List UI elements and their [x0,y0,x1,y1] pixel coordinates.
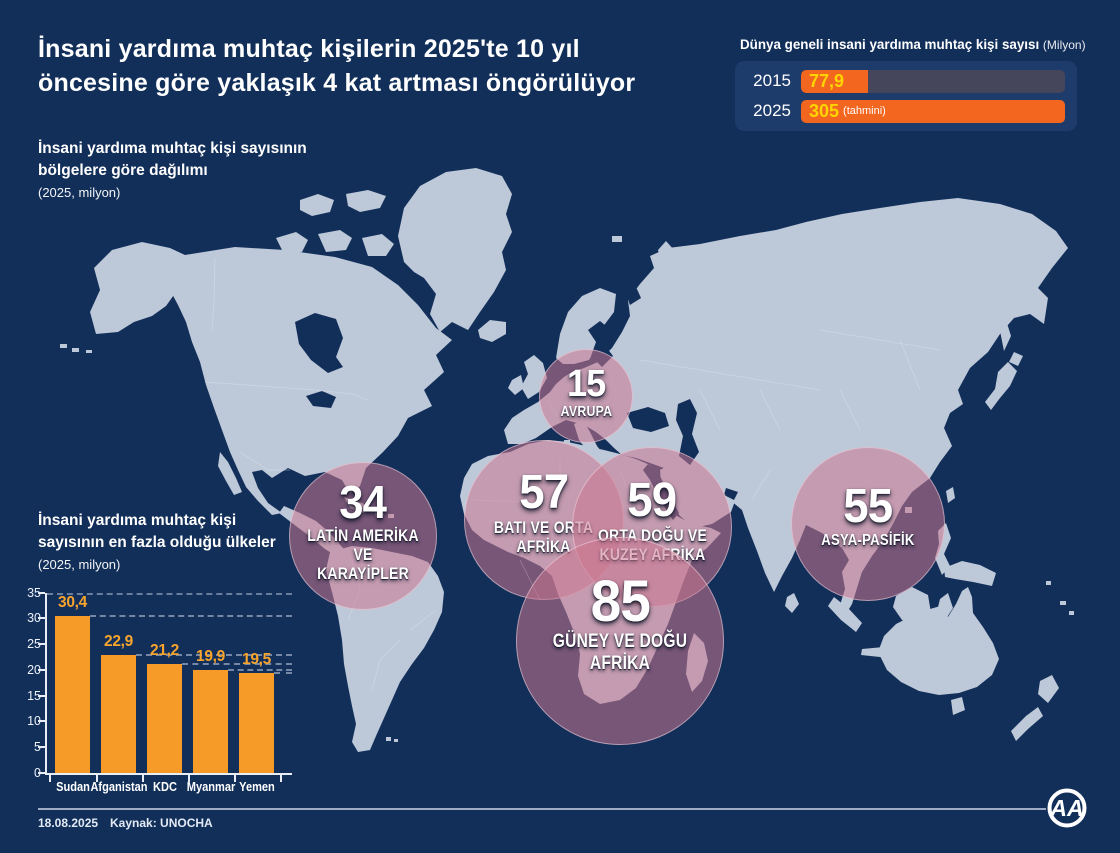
global-bar-row-2015: 2015 77,9 [747,69,1065,93]
bar-kdc [147,663,182,773]
bar-value-2025: 305 [809,100,840,121]
svg-text:AA: AA [1049,795,1083,821]
bar-myanmar [193,670,228,773]
value-myanmar: 19,9 [196,648,225,666]
bar-afganistan [101,655,136,773]
value-afganistan: 22,9 [104,633,133,651]
label-myanmar: Myanmar [186,778,235,794]
y-tick-mark [38,591,45,594]
bubble-latin-america-value: 34 [339,475,388,528]
bar-yemen [239,672,274,773]
global-panel: 2015 77,9 2025 305 (tahmini) [735,61,1077,131]
dash-yemen [274,671,292,674]
y-tick-10: 10 [27,714,41,729]
bubble-latin-america-label: LATİN AMERİKA VE KARAYİPLER [307,526,419,584]
bubble-south-east-africa-value: 85 [590,569,650,635]
value-sudan: 30,4 [58,594,87,612]
countries-chart: İnsani yardıma muhtaç kişi sayısının en … [14,510,324,817]
bubble-mena-value: 59 [627,474,678,528]
bar-track-2025: 305 (tahmini) [801,99,1065,123]
x-tick-mark [141,774,144,782]
x-tick-mark [95,774,98,782]
value-kdc: 21,2 [150,641,179,659]
y-tick-mark [38,771,45,774]
label-yemen: Yemen [238,778,275,794]
bar-value-2015: 77,9 [809,70,845,91]
countries-chart-area: 0 5 10 15 20 25 30 35 30,4 22,9 [14,586,314,817]
dash-afganistan [136,654,292,657]
bubble-west-central-africa-value: 57 [519,466,570,520]
label-afganistan: Afganistan [89,778,148,794]
y-tick-mark [38,643,45,646]
page-title-line2: öncesine göre yaklaşık 4 kat artması öng… [38,68,636,97]
bubble-asia-pacific-label: ASYA-PASİFİK [821,531,915,549]
y-tick-35: 35 [27,585,41,600]
bubble-latin-america: 34 LATİN AMERİKA VE KARAYİPLER [289,462,437,610]
map-caption-line1: İnsani yardıma muhtaç kişi sayısının [38,140,307,157]
dash-sudan [90,615,292,618]
x-tick-mark [187,774,190,782]
bubble-asia-pacific-value: 55 [843,480,894,534]
bubble-europe-value: 15 [566,362,606,405]
countries-caption-subtitle: (2025, milyon) [38,556,121,572]
countries-caption: İnsani yardıma muhtaç kişi sayısının en … [38,510,324,575]
y-tick-15: 15 [27,688,41,703]
countries-plot: 0 5 10 15 20 25 30 35 30,4 22,9 [27,586,292,794]
year-label-2025: 2025 [753,101,791,120]
y-tick-mark [38,694,45,697]
footer-divider [38,808,1046,810]
y-tick-mark [38,746,45,749]
aa-logo: AA [1047,788,1087,828]
y-tick-0: 0 [13,766,41,780]
global-panel-title-text: Dünya geneli insani yardıma muhtaç kişi … [740,37,1040,52]
bubble-europe-label: AVRUPA [560,402,612,420]
bubble-south-east-africa-label: GÜNEY VE DOĞU AFRİKA [552,631,688,674]
map-caption-line2: bölgelere göre dağılımı [38,162,208,180]
page-title-line1: İnsani yardıma muhtaç kişilerin 2025'te … [38,35,580,63]
bar-note-2025: (tahmini) [843,105,886,117]
map-caption: İnsani yardıma muhtaç kişi sayısının böl… [38,138,307,203]
bubble-asia-pacific: 55 ASYA-PASİFİK [791,447,945,601]
bubble-europe: 15 AVRUPA [539,349,633,443]
y-tick-mark [38,617,45,620]
y-tick-5: 5 [13,740,41,754]
x-tick-mark [49,774,51,782]
global-panel-title: Dünya geneli insani yardıma muhtaç kişi … [740,37,1086,52]
value-yemen: 19,5 [242,650,271,668]
label-sudan: Sudan [55,778,90,794]
bubble-south-east-africa: 85 GÜNEY VE DOĞU AFRİKA [516,537,724,745]
bar-fill-2015: 77,9 [801,69,869,93]
bar-track-2015: 77,9 [801,69,1065,93]
global-panel-unit: (Milyon) [1042,38,1086,52]
y-tick-mark [38,720,45,723]
countries-caption-line2: sayısının en fazla olduğu ülkeler [38,534,276,552]
page-title: İnsani yardıma muhtaç kişilerin 2025'te … [38,33,678,100]
bar-fill-2025: 305 (tahmini) [801,99,1065,123]
bar-sudan [55,616,90,773]
y-tick-25: 25 [27,637,41,652]
countries-caption-line1: İnsani yardıma muhtaç kişi [38,512,237,529]
global-bar-row-2025: 2025 305 (tahmini) [747,99,1065,123]
dash-myanmar [228,669,292,672]
footer-date: 18.08.2025 [38,816,99,830]
gridline-35 [47,592,292,595]
label-kdc: KDC [152,778,177,794]
y-tick-mark [38,668,45,671]
map-caption-subtitle: (2025, milyon) [38,184,121,200]
year-label-2015: 2015 [753,71,791,90]
x-tick-mark [279,774,282,782]
y-tick-20: 20 [27,662,41,677]
footer-source: Kaynak: UNOCHA [110,816,213,830]
y-tick-30: 30 [27,611,41,626]
dash-kdc [182,662,292,665]
x-tick-mark [233,774,236,782]
